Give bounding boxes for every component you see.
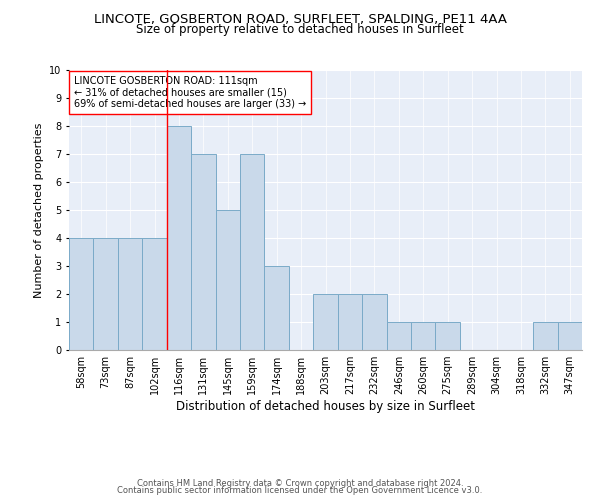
Bar [142, 238, 167, 350]
Bar [167, 126, 191, 350]
Bar [94, 238, 118, 350]
Bar [436, 322, 460, 350]
Text: Contains public sector information licensed under the Open Government Licence v3: Contains public sector information licen… [118, 486, 482, 495]
Bar [338, 294, 362, 350]
Bar [69, 238, 94, 350]
Text: LINCOTE GOSBERTON ROAD: 111sqm
← 31% of detached houses are smaller (15)
69% of : LINCOTE GOSBERTON ROAD: 111sqm ← 31% of … [74, 76, 307, 109]
Text: Size of property relative to detached houses in Surfleet: Size of property relative to detached ho… [136, 22, 464, 36]
Text: LINCOTE, GOSBERTON ROAD, SURFLEET, SPALDING, PE11 4AA: LINCOTE, GOSBERTON ROAD, SURFLEET, SPALD… [94, 12, 506, 26]
Y-axis label: Number of detached properties: Number of detached properties [34, 122, 44, 298]
Bar [533, 322, 557, 350]
Bar [313, 294, 338, 350]
Bar [215, 210, 240, 350]
Bar [411, 322, 436, 350]
Bar [240, 154, 265, 350]
Bar [191, 154, 215, 350]
Bar [557, 322, 582, 350]
Bar [386, 322, 411, 350]
Text: Contains HM Land Registry data © Crown copyright and database right 2024.: Contains HM Land Registry data © Crown c… [137, 478, 463, 488]
Bar [265, 266, 289, 350]
X-axis label: Distribution of detached houses by size in Surfleet: Distribution of detached houses by size … [176, 400, 475, 413]
Bar [362, 294, 386, 350]
Bar [118, 238, 142, 350]
